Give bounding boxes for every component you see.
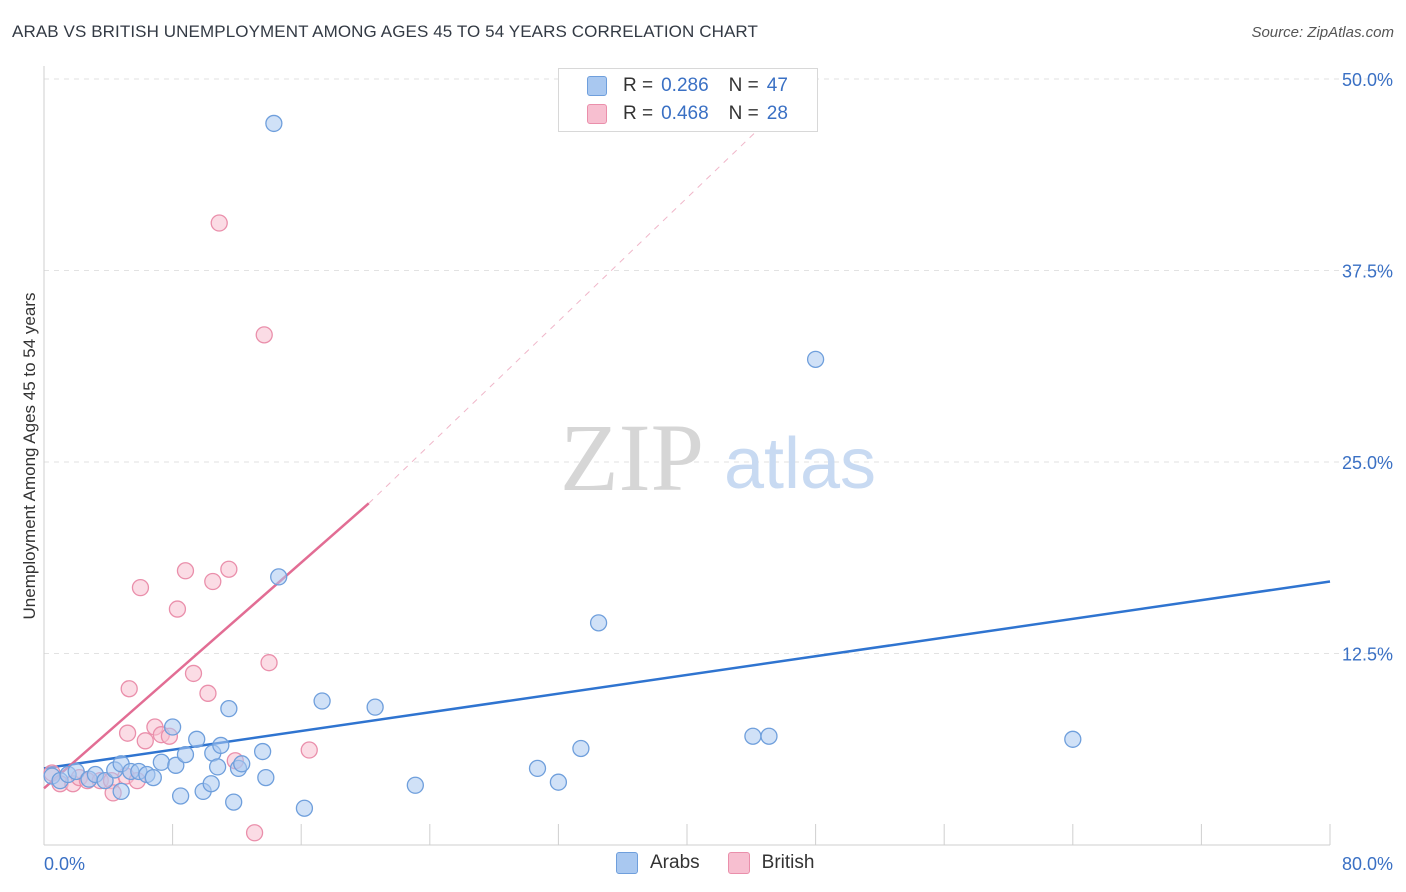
british-point: [176, 562, 195, 580]
arabs-point: [220, 700, 238, 718]
british-point: [120, 680, 138, 698]
british-r-value: 0.468: [661, 103, 709, 124]
arabs-point: [171, 787, 190, 805]
british-point: [168, 600, 187, 618]
arabs-point: [572, 739, 590, 758]
y-tick-label: 50.0%: [1342, 70, 1393, 90]
arabs-point: [208, 758, 227, 776]
grid-lines: [44, 78, 1390, 654]
y-tick-label: 37.5%: [1342, 262, 1393, 282]
arabs-point: [188, 730, 206, 748]
arabs-point: [67, 762, 85, 781]
arabs-swatch: [587, 76, 607, 96]
arabs-point: [202, 775, 220, 793]
arabs-point: [144, 768, 162, 787]
arabs-point: [233, 755, 251, 773]
arabs-point: [406, 776, 424, 794]
series-legend: Arabs British: [616, 852, 814, 874]
n-label: N =: [728, 103, 759, 124]
watermark-zip: ZIP: [560, 404, 704, 511]
chart-title: ARAB VS BRITISH UNEMPLOYMENT AMONG AGES …: [12, 22, 758, 41]
british-legend-swatch: [727, 852, 750, 874]
arabs-point: [225, 793, 243, 811]
arabs-point: [1064, 730, 1082, 748]
arabs-point: [257, 768, 275, 787]
british-point: [204, 572, 222, 591]
arabs-point: [806, 350, 825, 369]
british-point: [245, 824, 264, 842]
n-label: N =: [728, 75, 759, 96]
x-tick-label: 80.0%: [1342, 854, 1393, 874]
arabs-point: [176, 745, 195, 764]
axes: [43, 66, 1331, 846]
y-axis-label: Unemployment Among Ages 45 to 54 years: [20, 292, 39, 620]
legend-row-arabs: R = 0.286 N = 47: [559, 73, 788, 99]
arabs-legend-label: Arabs: [650, 852, 700, 873]
arabs-point: [366, 698, 384, 716]
arabs-point: [253, 742, 272, 761]
watermark-atlas: atlas: [724, 424, 876, 504]
british-legend-label: British: [761, 852, 815, 873]
british-point: [255, 326, 273, 344]
british-point: [136, 732, 154, 750]
arabs-legend-swatch: [616, 852, 638, 874]
arabs-point: [152, 753, 170, 771]
correlation-legend: R = 0.286 N = 47 R = 0.468 N = 28: [558, 68, 818, 132]
british-point: [300, 741, 318, 759]
y-tick-label: 25.0%: [1342, 453, 1393, 473]
y-tick-label: 12.5%: [1342, 645, 1393, 665]
british-point: [199, 684, 217, 702]
r-label: R =: [623, 103, 654, 124]
arabs-point: [270, 568, 288, 586]
legend-row-british: R = 0.468 N = 28: [559, 101, 788, 127]
arabs-point: [744, 727, 762, 745]
arabs-point: [163, 718, 182, 736]
source-label: Source: ZipAtlas.com: [1251, 24, 1394, 41]
arabs-point: [313, 692, 331, 710]
arabs-point: [589, 614, 608, 632]
arabs-point: [96, 772, 114, 790]
arabs-point: [528, 759, 547, 778]
british-swatch: [587, 104, 607, 124]
arabs-point: [112, 782, 130, 801]
data-points: [43, 114, 1082, 842]
arabs-point: [295, 799, 314, 817]
british-point: [131, 578, 150, 597]
british-point: [210, 214, 228, 232]
arabs-point: [760, 727, 778, 745]
british-trend-extension: [368, 70, 820, 504]
tick-labels: 12.5% 25.0% 37.5% 50.0% 0.0% 80.0%: [44, 70, 1393, 874]
arabs-trend-line: [43, 580, 1331, 770]
arabs-point: [265, 114, 283, 133]
arabs-point: [167, 756, 185, 774]
x-tick-label: 0.0%: [44, 854, 85, 874]
trend-lines: [43, 70, 1331, 790]
watermark: ZIP atlas: [560, 404, 876, 511]
arabs-n-value: 47: [766, 75, 788, 96]
arabs-r-value: 0.286: [661, 75, 709, 96]
british-point: [260, 654, 278, 672]
british-point: [184, 664, 203, 683]
british-n-value: 28: [766, 103, 788, 124]
british-point: [118, 724, 137, 742]
arabs-point: [549, 773, 568, 791]
british-point: [220, 560, 238, 578]
r-label: R =: [623, 75, 654, 96]
arabs-point: [212, 736, 230, 755]
british-trend-line: [43, 502, 370, 790]
